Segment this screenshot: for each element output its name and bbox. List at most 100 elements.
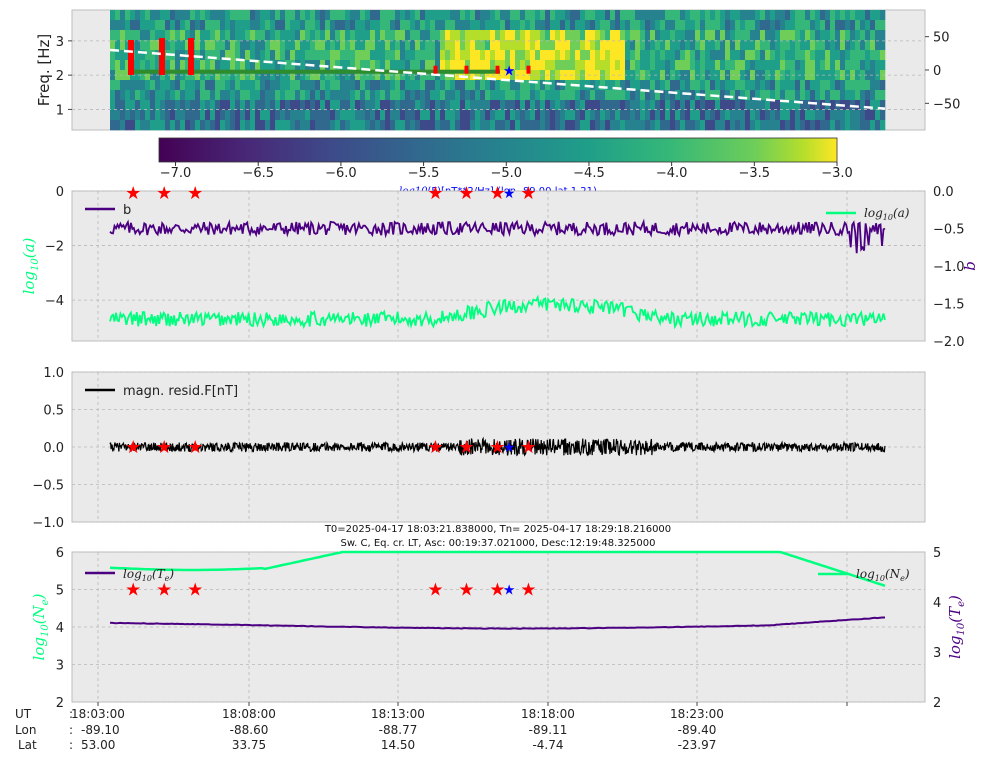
spectrogram-cell	[550, 110, 556, 121]
spectrogram-red-tick	[495, 65, 500, 74]
spectrogram-cell	[675, 120, 681, 131]
spectrogram-cell	[655, 60, 661, 71]
spectrogram-cell	[510, 90, 516, 101]
spectrogram-cell	[795, 90, 801, 101]
spectrogram-cell	[525, 110, 531, 121]
spectrogram-cell	[270, 20, 276, 31]
spectrogram-cell	[490, 10, 496, 21]
spectrogram-cell	[420, 40, 426, 51]
spectrogram-ylabel: Freq. [Hz]	[35, 34, 53, 107]
spectrogram-cell	[830, 90, 836, 101]
spectrogram-cell	[325, 40, 331, 51]
spectrogram-cell	[335, 80, 341, 91]
spectrogram-cell	[265, 50, 271, 61]
spectrogram-cell	[595, 30, 601, 41]
spectrogram-cell	[115, 80, 121, 91]
spectrogram-cell	[725, 80, 731, 91]
spectrogram-cell	[395, 110, 401, 121]
spectrogram-cell	[745, 20, 751, 31]
spectrogram-cell	[785, 30, 791, 41]
spectrogram-cell	[855, 110, 861, 121]
spectrogram-cell	[695, 30, 701, 41]
spectrogram-cell	[515, 60, 521, 71]
spectrogram-cell	[850, 30, 856, 41]
spectrogram-cell	[520, 60, 526, 71]
spectrogram-cell	[420, 90, 426, 101]
spectrogram-cell	[190, 120, 196, 131]
spectrogram-cell	[685, 40, 691, 51]
spectrogram-cell	[635, 110, 641, 121]
spectrogram-cell	[815, 120, 821, 131]
footer-axis: UT Lon Lat : : : 18:03:00-89.1053.0018:0…	[15, 702, 848, 752]
spectrogram-cell	[495, 80, 501, 91]
spectrogram-cell	[780, 90, 786, 101]
spectrogram-cell	[395, 90, 401, 101]
spectrogram-cell	[655, 110, 661, 121]
spectrogram-cell	[485, 90, 491, 101]
spectrogram-cell	[710, 70, 716, 81]
spectrogram-cell	[845, 100, 851, 111]
spectrogram-cell	[555, 90, 561, 101]
spectrogram-cell	[215, 110, 221, 121]
spectrogram-cell	[340, 40, 346, 51]
spectrogram-cell	[250, 10, 256, 21]
spectrogram-cell	[370, 100, 376, 111]
spectrogram-cell	[760, 110, 766, 121]
spectrogram-cell	[525, 120, 531, 131]
spectrogram-cell	[370, 30, 376, 41]
spectrogram-cell	[645, 100, 651, 111]
spectrogram-cell	[135, 110, 141, 121]
spectrogram-y2tick-label: 50	[933, 31, 950, 46]
spectrogram-cell	[370, 90, 376, 101]
spectrogram-cell	[785, 110, 791, 121]
spectrogram-cell	[280, 110, 286, 121]
spectrogram-cell	[150, 20, 156, 31]
spectrogram-cell	[340, 120, 346, 131]
spectrogram-cell	[535, 100, 541, 111]
spectrogram-cell	[725, 90, 731, 101]
ab-ytick-label: −4	[45, 294, 64, 309]
spectrogram-cell	[770, 60, 776, 71]
spectrogram-cell	[320, 70, 326, 81]
spectrogram-cell	[290, 80, 296, 91]
spectrogram-cell	[385, 50, 391, 61]
spectrogram-cell	[535, 90, 541, 101]
spectrogram-cell	[435, 50, 441, 61]
spectrogram-cell	[305, 80, 311, 91]
spectrogram-cell	[565, 10, 571, 21]
spectrogram-cell	[475, 30, 481, 41]
spectrogram-cell	[830, 70, 836, 81]
spectrogram-cell	[305, 30, 311, 41]
spectrogram-cell	[265, 40, 271, 51]
spectrogram-cell	[190, 30, 196, 41]
spectrogram-cell	[500, 20, 506, 31]
spectrogram-red-tick	[433, 65, 438, 74]
spectrogram-cell	[585, 110, 591, 121]
spectrogram-ytick-label: 3	[56, 35, 64, 50]
spectrogram-cell	[255, 120, 261, 131]
resid-red-star: ★	[156, 437, 172, 458]
spectrogram-cell	[565, 30, 571, 41]
spectrogram-cell	[830, 50, 836, 61]
spectrogram-cell	[455, 20, 461, 31]
spectrogram-cell	[750, 100, 756, 111]
spectrogram-cell	[270, 80, 276, 91]
spectrogram-cell	[145, 90, 151, 101]
spectrogram-cell	[480, 100, 486, 111]
spectrogram-red-tick	[526, 65, 531, 74]
spectrogram-cell	[650, 40, 656, 51]
spectrogram-cell	[365, 10, 371, 21]
spectrogram-cell	[405, 10, 411, 21]
spectrogram-cell	[130, 100, 136, 111]
spectrogram-cell	[355, 30, 361, 41]
spectrogram-cell	[480, 30, 486, 41]
spectrogram-cell	[515, 30, 521, 41]
spectrogram-cell	[270, 50, 276, 61]
spectrogram-cell	[785, 120, 791, 131]
spectrogram-cell	[380, 10, 386, 21]
spectrogram-cell	[265, 90, 271, 101]
spectrogram-cell	[235, 100, 241, 111]
spectrogram-cell	[350, 100, 356, 111]
spectrogram-cell	[880, 20, 886, 31]
spectrogram-cell	[780, 80, 786, 91]
